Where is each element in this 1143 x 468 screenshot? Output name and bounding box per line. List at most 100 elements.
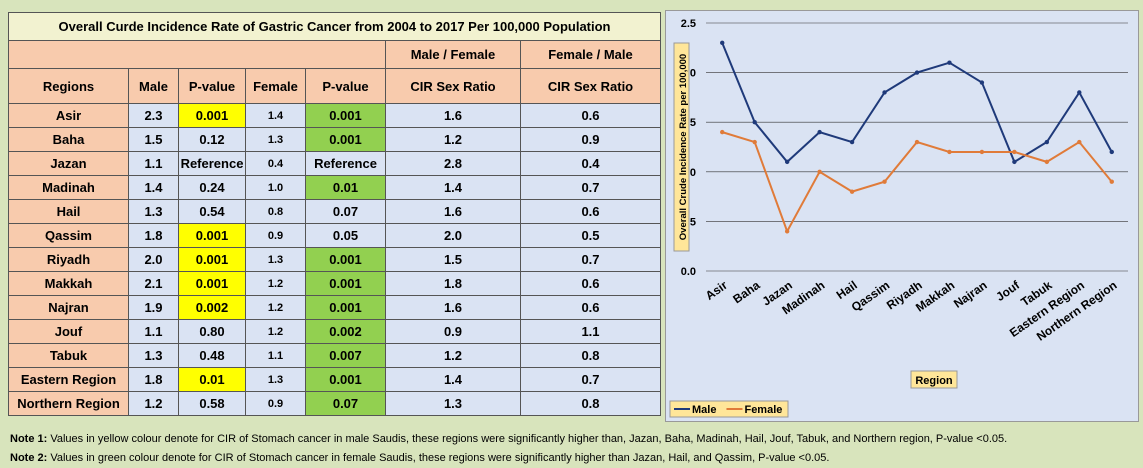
x-tick-label: Baha — [730, 278, 762, 306]
title-row: Overall Curde Incidence Rate of Gastric … — [8, 12, 661, 41]
y-tick-label: 2.5 — [681, 18, 696, 30]
header-cell — [8, 40, 386, 69]
value-cell: 0.8 — [520, 391, 661, 416]
value-cell: 1.2 — [245, 319, 306, 344]
value-cell: 1.3 — [245, 127, 306, 152]
data-point — [947, 149, 952, 155]
y-axis-title: Overall Crude Incidence Rate per 100,000 — [673, 42, 690, 252]
value-cell: 1.4 — [128, 175, 179, 200]
value-cell: 0.07 — [305, 199, 386, 224]
value-cell: 1.8 — [128, 367, 179, 392]
table-row: Jouf 1.1 0.80 1.2 0.002 0.9 1.1 — [8, 319, 661, 344]
value-cell: 0.001 — [178, 103, 246, 128]
value-cell: 1.3 — [245, 367, 306, 392]
note-text: Values in green colour denote for CIR of… — [50, 452, 830, 464]
value-cell: 1.2 — [385, 343, 521, 368]
value-cell: 1.5 — [128, 127, 179, 152]
value-cell: 1.3 — [128, 343, 179, 368]
value-cell: 1.2 — [385, 127, 521, 152]
value-cell: 1.3 — [385, 391, 521, 416]
value-cell: 1.2 — [128, 391, 179, 416]
table-row: Tabuk 1.3 0.48 1.1 0.007 1.2 0.8 — [8, 343, 661, 368]
table-title: Overall Curde Incidence Rate of Gastric … — [8, 12, 661, 41]
value-cell: 0.01 — [305, 175, 386, 200]
column-header: Male — [128, 68, 179, 104]
data-point — [914, 70, 920, 75]
value-cell: 0.001 — [305, 247, 386, 272]
region-cell: Jazan — [8, 151, 129, 176]
header-row: Regions Male P-value Female P-value CIR Sex R… — [8, 68, 661, 104]
data-point — [882, 90, 887, 95]
data-point — [784, 229, 790, 234]
data-point — [752, 139, 757, 145]
value-cell: 2.1 — [128, 271, 179, 296]
value-cell: 0.001 — [178, 247, 246, 272]
data-point — [979, 80, 985, 85]
region-cell: Tabuk — [8, 343, 129, 368]
note: Note 1: Values in yellow colour denote f… — [10, 430, 1007, 449]
legend: Male Female — [669, 400, 789, 418]
note-label: Note 2: — [10, 452, 48, 464]
table-row: Jazan 1.1 Reference 0.4 Reference 2.8 0.4 — [8, 151, 661, 176]
value-cell: 1.2 — [245, 271, 306, 296]
notes: Note 1: Values in yellow colour denote f… — [10, 430, 1007, 468]
value-cell: 0.6 — [520, 199, 661, 224]
data-point — [1044, 139, 1050, 145]
column-header: Regions — [8, 68, 129, 104]
value-cell: 0.001 — [305, 103, 386, 128]
data-point — [817, 129, 822, 135]
region-cell: Madinah — [8, 175, 129, 200]
value-cell: 1.1 — [520, 319, 661, 344]
data-point — [752, 120, 757, 125]
x-title-box — [910, 370, 958, 389]
table-row: Northern Region 1.2 0.58 0.9 0.07 1.3 0.8 — [8, 391, 661, 416]
value-cell: 0.6 — [520, 271, 661, 296]
value-cell: 0.7 — [520, 367, 661, 392]
value-cell: 0.7 — [520, 175, 661, 200]
value-cell: 0.4 — [520, 151, 661, 176]
table-row: Baha 1.5 0.12 1.3 0.001 1.2 0.9 — [8, 127, 661, 152]
value-cell: 2.8 — [385, 151, 521, 176]
value-cell: 2.3 — [128, 103, 179, 128]
data-point — [849, 189, 855, 194]
y-title-box — [673, 42, 690, 252]
region-cell: Najran — [8, 295, 129, 320]
value-cell: 2.0 — [385, 223, 521, 248]
region-cell: Baha — [8, 127, 129, 152]
value-cell: 1.1 — [245, 343, 306, 368]
value-cell: 0.48 — [178, 343, 246, 368]
region-cell: Makkah — [8, 271, 129, 296]
value-cell: 1.6 — [385, 199, 521, 224]
table-row: Madinah 1.4 0.24 1.0 0.01 1.4 0.7 — [8, 175, 661, 200]
value-cell: 0.6 — [520, 295, 661, 320]
x-tick-label: Jouf — [993, 277, 1023, 304]
table-row: Asir 2.3 0.001 1.4 0.001 1.6 0.6 — [8, 103, 661, 128]
y-axis-title-text: Overall Crude Incidence Rate per 100,000 — [678, 54, 689, 240]
value-cell: 0.002 — [178, 295, 246, 320]
data-point — [1012, 149, 1017, 155]
table-row: Hail 1.3 0.54 0.8 0.07 1.6 0.6 — [8, 199, 661, 224]
group-header: Male / Female — [385, 40, 521, 69]
value-cell: 0.5 — [520, 223, 661, 248]
note-text: Values in yellow colour denote for CIR o… — [50, 433, 1008, 445]
value-cell: 1.1 — [128, 151, 179, 176]
value-cell: 0.8 — [520, 343, 661, 368]
value-cell: 1.9 — [128, 295, 179, 320]
column-header: P-value — [178, 68, 246, 104]
value-cell: 0.7 — [520, 247, 661, 272]
table-row: Makkah 2.1 0.001 1.2 0.001 1.8 0.6 — [8, 271, 661, 296]
value-cell: 0.9 — [245, 223, 306, 248]
note: Note 2: Values in green colour denote fo… — [10, 449, 1007, 468]
value-cell: 1.6 — [385, 295, 521, 320]
region-cell: Eastern Region — [8, 367, 129, 392]
value-cell: 0.001 — [178, 271, 246, 296]
value-cell: 1.3 — [128, 199, 179, 224]
data-point — [1109, 179, 1114, 184]
series-line — [721, 131, 1113, 234]
group-header-row: Male / Female Female / Male — [8, 40, 661, 69]
value-cell: 0.001 — [305, 271, 386, 296]
value-cell: 1.0 — [245, 175, 306, 200]
value-cell: 0.12 — [178, 127, 246, 152]
value-cell: 1.4 — [385, 367, 521, 392]
region-cell: Northern Region — [8, 391, 129, 416]
